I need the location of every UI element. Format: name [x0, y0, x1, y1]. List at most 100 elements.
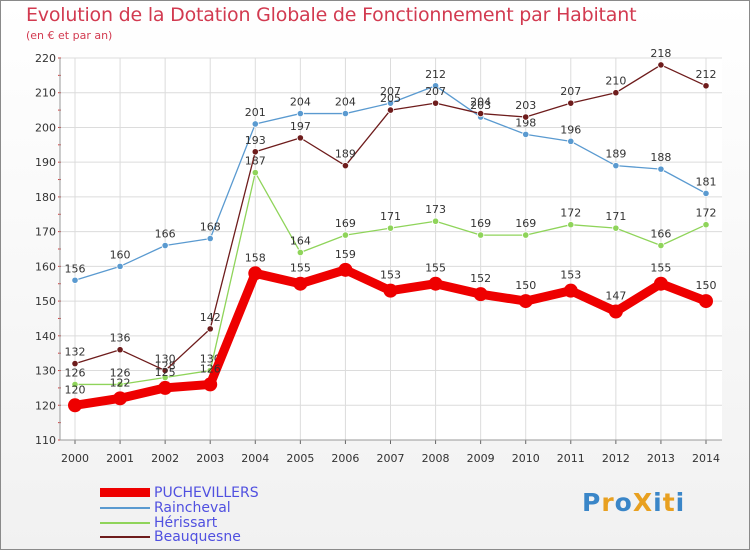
point-herissart	[657, 241, 665, 250]
point-puchevillers	[113, 391, 128, 406]
x-tick-label: 2004	[241, 452, 269, 465]
y-tick-label: 120	[35, 399, 56, 412]
x-tick-label: 2007	[377, 452, 405, 465]
point-herissart	[612, 224, 620, 232]
data-label-beauquesne: 197	[290, 120, 311, 133]
data-label-puchevillers: 122	[110, 376, 131, 389]
logo-letter: i	[675, 488, 686, 517]
logo-letter: o	[614, 488, 633, 517]
data-label-raincheval: 156	[65, 262, 86, 275]
y-tick-label: 180	[35, 191, 56, 204]
point-beauquesne	[206, 325, 214, 333]
point-raincheval	[71, 276, 79, 284]
point-raincheval	[296, 109, 304, 118]
data-label-herissart: 126	[65, 366, 86, 379]
data-label-raincheval: 168	[200, 221, 221, 234]
y-tick-label: 200	[35, 121, 56, 134]
data-label-beauquesne: 218	[650, 47, 671, 60]
legend-label: PUCHEVILLERS	[154, 484, 259, 501]
point-beauquesne	[567, 99, 575, 107]
data-label-puchevillers: 155	[650, 262, 671, 275]
data-label-herissart: 169	[470, 217, 491, 230]
y-tick-label: 140	[35, 330, 56, 343]
data-label-beauquesne: 212	[696, 68, 717, 81]
point-puchevillers	[563, 283, 578, 298]
data-label-raincheval: 207	[380, 85, 401, 98]
data-label-raincheval: 189	[605, 148, 626, 161]
data-label-raincheval: 204	[290, 96, 311, 109]
data-label-beauquesne: 132	[65, 346, 86, 359]
point-puchevillers	[248, 266, 263, 281]
point-puchevillers	[653, 276, 668, 291]
data-label-beauquesne: 205	[380, 92, 401, 105]
point-herissart	[341, 231, 350, 239]
point-herissart	[477, 231, 485, 239]
data-label-puchevillers: 150	[696, 279, 717, 292]
point-puchevillers	[518, 294, 533, 309]
point-raincheval	[251, 120, 259, 128]
point-raincheval	[206, 234, 214, 243]
x-tick-label: 2003	[196, 452, 224, 465]
x-tick-label: 2012	[602, 452, 630, 465]
data-label-herissart: 171	[380, 210, 401, 223]
y-tick-label: 150	[35, 295, 56, 308]
data-label-raincheval: 204	[335, 96, 356, 109]
y-tick-label: 170	[35, 226, 56, 239]
data-label-beauquesne: 189	[335, 148, 356, 161]
x-tick-label: 2013	[647, 452, 675, 465]
y-tick-label: 220	[35, 52, 56, 65]
point-puchevillers	[699, 294, 713, 309]
y-tick-label: 160	[35, 260, 56, 273]
point-herissart	[251, 169, 259, 177]
data-label-raincheval: 181	[696, 175, 717, 188]
data-label-puchevillers: 155	[290, 262, 311, 275]
point-puchevillers	[608, 304, 623, 319]
logo-letter: X	[632, 488, 654, 517]
chart-subtitle: (en € et par an)	[26, 29, 113, 42]
data-label-puchevillers: 158	[245, 251, 266, 264]
data-label-beauquesne: 203	[515, 99, 536, 112]
point-raincheval	[567, 137, 575, 145]
legend-item-beauquesne: Beauquesne	[100, 529, 241, 545]
point-beauquesne	[296, 134, 304, 142]
data-label-puchevillers: 125	[155, 366, 176, 379]
point-herissart	[702, 221, 710, 229]
data-label-raincheval: 203	[470, 99, 491, 112]
data-label-herissart: 173	[425, 203, 446, 216]
x-tick-label: 2008	[422, 452, 450, 465]
x-tick-label: 2006	[331, 452, 359, 465]
point-puchevillers	[158, 380, 173, 395]
data-label-beauquesne: 142	[200, 311, 221, 324]
point-puchevillers	[203, 377, 218, 392]
data-label-beauquesne: 207	[425, 85, 446, 98]
point-beauquesne	[251, 148, 259, 156]
legend-item-puchevillers: PUCHEVILLERS	[100, 484, 259, 501]
x-tick-label: 2011	[557, 452, 585, 465]
logo-letter: r	[601, 488, 615, 517]
point-beauquesne	[612, 89, 620, 97]
data-label-puchevillers: 126	[200, 362, 221, 375]
data-label-herissart: 164	[290, 234, 311, 247]
point-raincheval	[161, 241, 169, 250]
data-label-puchevillers: 155	[425, 262, 446, 275]
logo-letter: i	[653, 488, 663, 517]
legend-label: Hérissart	[154, 514, 218, 531]
x-tick-label: 2005	[286, 452, 314, 465]
point-herissart	[71, 380, 79, 389]
legend-swatch	[100, 521, 150, 524]
proxiti-logo: ProXiti	[582, 488, 685, 517]
chart-title: Evolution de la Dotation Globale de Fonc…	[26, 4, 637, 26]
data-label-raincheval: 160	[110, 248, 131, 261]
point-raincheval	[522, 130, 530, 138]
data-label-puchevillers: 150	[515, 279, 536, 292]
point-herissart	[431, 217, 440, 225]
logo-letter: P	[582, 488, 602, 517]
data-label-raincheval: 188	[650, 151, 671, 164]
point-beauquesne	[702, 82, 710, 90]
logo-letter: t	[662, 488, 676, 517]
point-raincheval	[612, 162, 620, 170]
data-label-herissart: 187	[245, 155, 266, 168]
legend-label: Raincheval	[154, 499, 231, 516]
y-tick-label: 130	[35, 365, 56, 378]
